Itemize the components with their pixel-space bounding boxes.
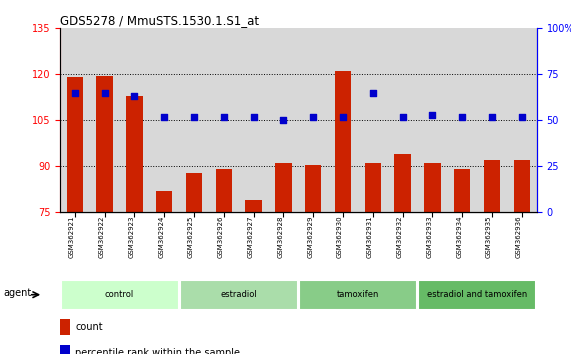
Point: [398, 114, 407, 120]
Point: [190, 114, 199, 120]
Point: [428, 112, 437, 118]
Bar: [305, 165, 321, 212]
Text: GSM362935: GSM362935: [486, 216, 492, 258]
Text: GSM362928: GSM362928: [278, 216, 283, 258]
Text: GSM362926: GSM362926: [218, 216, 224, 258]
Bar: [335, 71, 351, 212]
Bar: [60, 319, 70, 335]
Point: [160, 114, 169, 120]
Text: GSM362927: GSM362927: [248, 216, 254, 258]
Bar: [395, 154, 411, 212]
Bar: [186, 172, 202, 212]
Bar: [418, 280, 536, 310]
Bar: [61, 280, 179, 310]
Point: [368, 90, 377, 96]
Point: [517, 114, 526, 120]
Bar: [180, 280, 297, 310]
Bar: [424, 163, 441, 212]
Point: [219, 114, 228, 120]
Text: GSM362921: GSM362921: [69, 216, 75, 258]
Bar: [484, 160, 500, 212]
Bar: [126, 96, 143, 212]
Point: [279, 118, 288, 123]
Bar: [365, 163, 381, 212]
Text: GSM362924: GSM362924: [158, 216, 164, 258]
Text: GSM362925: GSM362925: [188, 216, 194, 258]
Text: percentile rank within the sample: percentile rank within the sample: [75, 348, 240, 354]
Point: [70, 90, 79, 96]
Bar: [514, 160, 530, 212]
Point: [100, 90, 109, 96]
Text: GSM362930: GSM362930: [337, 216, 343, 258]
Bar: [67, 78, 83, 212]
Text: GSM362934: GSM362934: [456, 216, 463, 258]
Text: GSM362933: GSM362933: [427, 216, 432, 258]
Text: GSM362923: GSM362923: [128, 216, 134, 258]
Text: GDS5278 / MmuSTS.1530.1.S1_at: GDS5278 / MmuSTS.1530.1.S1_at: [60, 14, 259, 27]
Bar: [246, 200, 262, 212]
Point: [309, 114, 318, 120]
Point: [130, 93, 139, 99]
Text: GSM362929: GSM362929: [307, 216, 313, 258]
Bar: [96, 76, 113, 212]
Point: [249, 114, 258, 120]
Bar: [156, 191, 172, 212]
Text: control: control: [105, 290, 134, 299]
Bar: [275, 163, 292, 212]
Text: estradiol and tamoxifen: estradiol and tamoxifen: [427, 290, 527, 299]
Text: GSM362932: GSM362932: [397, 216, 403, 258]
Point: [488, 114, 497, 120]
Text: tamoxifen: tamoxifen: [337, 290, 379, 299]
Bar: [60, 345, 70, 354]
Text: estradiol: estradiol: [220, 290, 257, 299]
Bar: [299, 280, 417, 310]
Text: agent: agent: [3, 288, 31, 298]
Point: [339, 114, 348, 120]
Text: GSM362936: GSM362936: [516, 216, 522, 258]
Text: GSM362922: GSM362922: [99, 216, 104, 258]
Point: [458, 114, 467, 120]
Bar: [216, 170, 232, 212]
Text: count: count: [75, 321, 103, 332]
Bar: [454, 170, 471, 212]
Text: GSM362931: GSM362931: [367, 216, 373, 258]
